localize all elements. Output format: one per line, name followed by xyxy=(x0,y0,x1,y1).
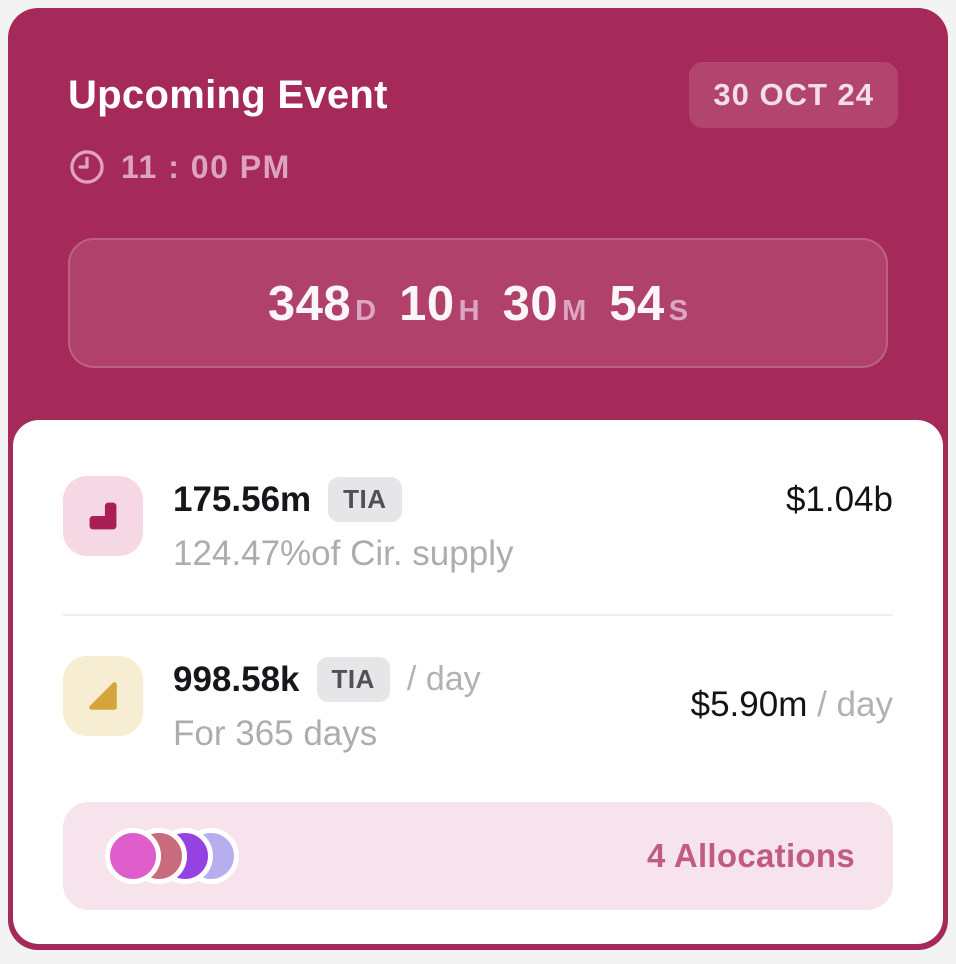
countdown-minutes: 30 M xyxy=(503,276,587,332)
total-unlock-amount: 175.56m xyxy=(173,479,312,519)
card-title: Upcoming Event xyxy=(68,72,388,117)
event-time-label: 11 : 00 PM xyxy=(121,148,291,185)
daily-unlock-text: 998.58k TIA / day For 365 days xyxy=(173,656,661,754)
daily-ramp-icon xyxy=(63,656,143,736)
total-unlock-usd-value: $1.04b xyxy=(785,480,893,519)
daily-unlock-amount: 998.58k xyxy=(173,659,300,699)
countdown-hours: 10 H xyxy=(399,276,479,332)
countdown-days-value: 348 xyxy=(267,277,352,331)
countdown-seconds-value: 54 xyxy=(609,277,665,331)
upcoming-event-card[interactable]: Upcoming Event 30 OCT 24 11 : 00 PM 348 … xyxy=(8,8,948,950)
clock-icon xyxy=(68,148,106,186)
circulating-supply-percent: 124.47%of Cir. supply xyxy=(173,534,514,573)
allocation-dots xyxy=(105,828,239,884)
countdown-days: 348 D xyxy=(268,276,376,332)
card-header: Upcoming Event 30 OCT 24 xyxy=(8,8,948,128)
allocations-bar[interactable]: 4 Allocations xyxy=(63,802,893,910)
countdown-minutes-unit: M xyxy=(562,295,587,327)
event-date-badge: 30 OCT 24 xyxy=(689,62,898,128)
daily-unlock-usd-value: $5.90m / day xyxy=(691,685,893,725)
allocations-count-label: 4 Allocations xyxy=(646,837,855,874)
countdown-hours-unit: H xyxy=(458,295,480,327)
total-unlock-row: 175.56m TIA 124.47%of Cir. supply $1.04b xyxy=(63,476,893,574)
total-unlock-text: 175.56m TIA 124.47%of Cir. supply xyxy=(173,476,756,574)
token-chip: TIA xyxy=(328,477,402,522)
event-time: 11 : 00 PM xyxy=(68,148,948,186)
unlock-duration: For 365 days xyxy=(173,714,378,753)
countdown-seconds: 54 S xyxy=(609,276,688,332)
per-day-suffix: / day xyxy=(406,660,481,698)
countdown-seconds-unit: S xyxy=(668,295,689,327)
daily-usd-suffix: / day xyxy=(817,685,893,724)
allocation-dot xyxy=(105,828,161,884)
countdown-hours-value: 10 xyxy=(399,277,455,331)
daily-usd-amount: $5.90m xyxy=(690,685,808,724)
unlock-step-icon xyxy=(63,476,143,556)
countdown-days-unit: D xyxy=(355,295,377,327)
unlock-details-panel: 175.56m TIA 124.47%of Cir. supply $1.04b… xyxy=(13,420,943,944)
daily-unlock-row: 998.58k TIA / day For 365 days $5.90m / … xyxy=(63,656,893,754)
countdown-minutes-value: 30 xyxy=(502,277,559,331)
countdown-timer: 348 D 10 H 30 M 54 S xyxy=(68,238,888,368)
token-chip: TIA xyxy=(316,657,390,702)
row-divider xyxy=(63,614,893,616)
